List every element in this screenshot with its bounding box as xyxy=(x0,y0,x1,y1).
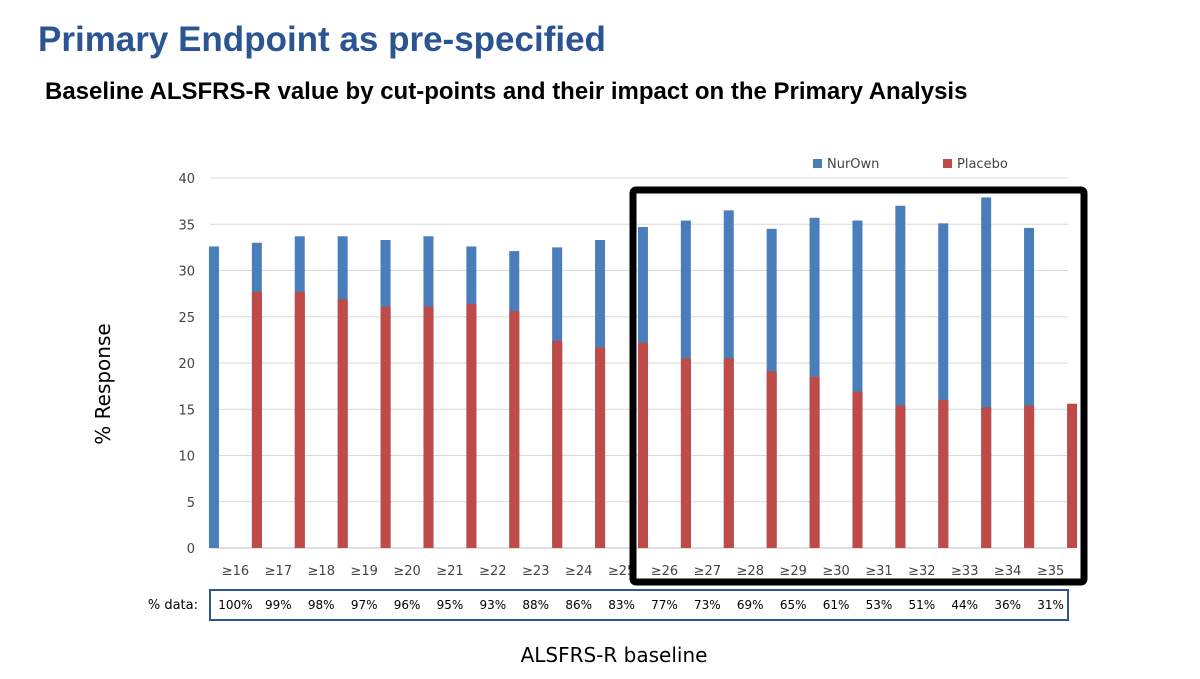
y-tick-label: 0 xyxy=(187,542,195,557)
percent-data-value: 36% xyxy=(994,598,1021,612)
x-tick-label: ≥25 xyxy=(608,564,635,579)
bar-nurown-17 xyxy=(895,205,906,548)
bar-placebo-6 xyxy=(466,303,477,548)
x-tick-label: ≥33 xyxy=(951,564,978,579)
y-tick-label: 35 xyxy=(178,218,195,233)
bar-placebo-8 xyxy=(552,340,563,548)
x-tick-label: ≥20 xyxy=(393,564,420,579)
percent-data-value: 96% xyxy=(394,598,421,612)
percent-data-value: 44% xyxy=(951,598,978,612)
percent-data-value: 69% xyxy=(737,598,764,612)
percent-data-value: 99% xyxy=(265,598,292,612)
percent-data-value: 93% xyxy=(480,598,507,612)
percent-data-value: 51% xyxy=(909,598,936,612)
y-tick-label: 30 xyxy=(178,265,195,280)
slide-title: Primary Endpoint as pre-specified xyxy=(38,20,606,59)
percent-data-value: 65% xyxy=(780,598,807,612)
x-tick-label: ≥30 xyxy=(822,564,849,579)
bar-placebo-16 xyxy=(895,405,906,548)
legend: NurOwn Placebo xyxy=(813,157,1008,172)
percent-data-value: 100% xyxy=(218,598,252,612)
bar-placebo-15 xyxy=(852,391,863,548)
bar-nurown-20 xyxy=(1024,227,1035,548)
bar-placebo-1 xyxy=(251,291,262,548)
bar-placebo-2 xyxy=(294,291,305,548)
percent-data-value: 73% xyxy=(694,598,721,612)
x-tick-label: ≥34 xyxy=(994,564,1021,579)
percent-data-value: 88% xyxy=(522,598,549,612)
percent-data-value: 98% xyxy=(308,598,335,612)
legend-label-nurown: NurOwn xyxy=(827,157,879,172)
legend-swatch-placebo xyxy=(943,159,952,168)
y-axis-ticks: 0 5 10 15 20 25 30 35 40 xyxy=(178,172,195,557)
bar-nurown-1 xyxy=(208,246,219,548)
percent-data-row: 100% 99% 98% 97% 96% 95% 93% 88% 86% 83% 77% 73% 69%… xyxy=(218,598,1064,612)
slide-subtitle: Baseline ALSFRS-R value by cut-points an… xyxy=(45,78,968,105)
x-axis-title: ALSFRS-R baseline xyxy=(521,643,708,667)
y-tick-label: 20 xyxy=(178,357,195,372)
y-tick-label: 10 xyxy=(178,450,195,465)
legend-swatch-nurown xyxy=(813,159,822,168)
x-tick-label: ≥31 xyxy=(865,564,892,579)
x-tick-label: ≥22 xyxy=(479,564,506,579)
y-axis-title: % Response xyxy=(91,323,115,444)
percent-data-value: 77% xyxy=(651,598,678,612)
bar-placebo-14 xyxy=(809,376,820,548)
x-tick-label: ≥19 xyxy=(350,564,377,579)
bar-placebo-9 xyxy=(595,347,606,548)
x-tick-label: ≥27 xyxy=(694,564,721,579)
bar-placebo-20 xyxy=(1067,403,1078,548)
x-tick-label: ≥16 xyxy=(222,564,249,579)
x-tick-label: ≥28 xyxy=(737,564,764,579)
percent-data-value: 83% xyxy=(608,598,635,612)
percent-data-value: 97% xyxy=(351,598,378,612)
bar-placebo-17 xyxy=(938,400,949,548)
bar-placebo-19 xyxy=(1024,405,1035,548)
percent-data-value: 86% xyxy=(565,598,592,612)
percent-data-value: 53% xyxy=(866,598,893,612)
percent-data-label: % data: xyxy=(148,598,198,613)
bar-placebo-7 xyxy=(509,311,520,548)
bar-placebo-10 xyxy=(638,342,649,548)
y-tick-label: 15 xyxy=(178,403,195,418)
x-tick-label: ≥24 xyxy=(565,564,592,579)
bar-nurown-16 xyxy=(852,220,863,549)
bar-placebo-5 xyxy=(423,306,434,548)
x-tick-label: ≥21 xyxy=(436,564,463,579)
percent-data-value: 61% xyxy=(823,598,850,612)
x-tick-label: ≥23 xyxy=(522,564,549,579)
legend-label-placebo: Placebo xyxy=(957,157,1008,172)
bar-placebo-13 xyxy=(766,371,777,548)
bar-nurown-18 xyxy=(938,223,949,548)
x-tick-label: ≥26 xyxy=(651,564,678,579)
x-tick-label: ≥35 xyxy=(1037,564,1064,579)
bar-placebo-18 xyxy=(981,407,992,548)
percent-data-value: 95% xyxy=(437,598,464,612)
y-tick-label: 5 xyxy=(187,496,195,511)
bar-placebo-4 xyxy=(380,306,391,548)
x-axis-ticks: ≥16 ≥17 ≥18 ≥19 ≥20 ≥21 ≥22 ≥23 ≥24 ≥25 ≥26 ≥27 ≥28 ≥… xyxy=(222,564,1065,579)
highlight-box xyxy=(629,186,1088,586)
percent-data-box xyxy=(209,589,1069,621)
bar-nurown-19 xyxy=(981,197,992,549)
x-tick-label: ≥29 xyxy=(779,564,806,579)
bar-placebo-3 xyxy=(337,299,348,548)
x-tick-label: ≥17 xyxy=(265,564,292,579)
percent-data-value: 31% xyxy=(1037,598,1064,612)
x-tick-label: ≥18 xyxy=(308,564,335,579)
bar-placebo-12 xyxy=(723,358,734,548)
bar-placebo-11 xyxy=(680,358,691,548)
y-tick-label: 40 xyxy=(178,172,195,187)
x-tick-label: ≥32 xyxy=(908,564,935,579)
bars xyxy=(208,197,1078,549)
y-tick-label: 25 xyxy=(178,311,195,326)
